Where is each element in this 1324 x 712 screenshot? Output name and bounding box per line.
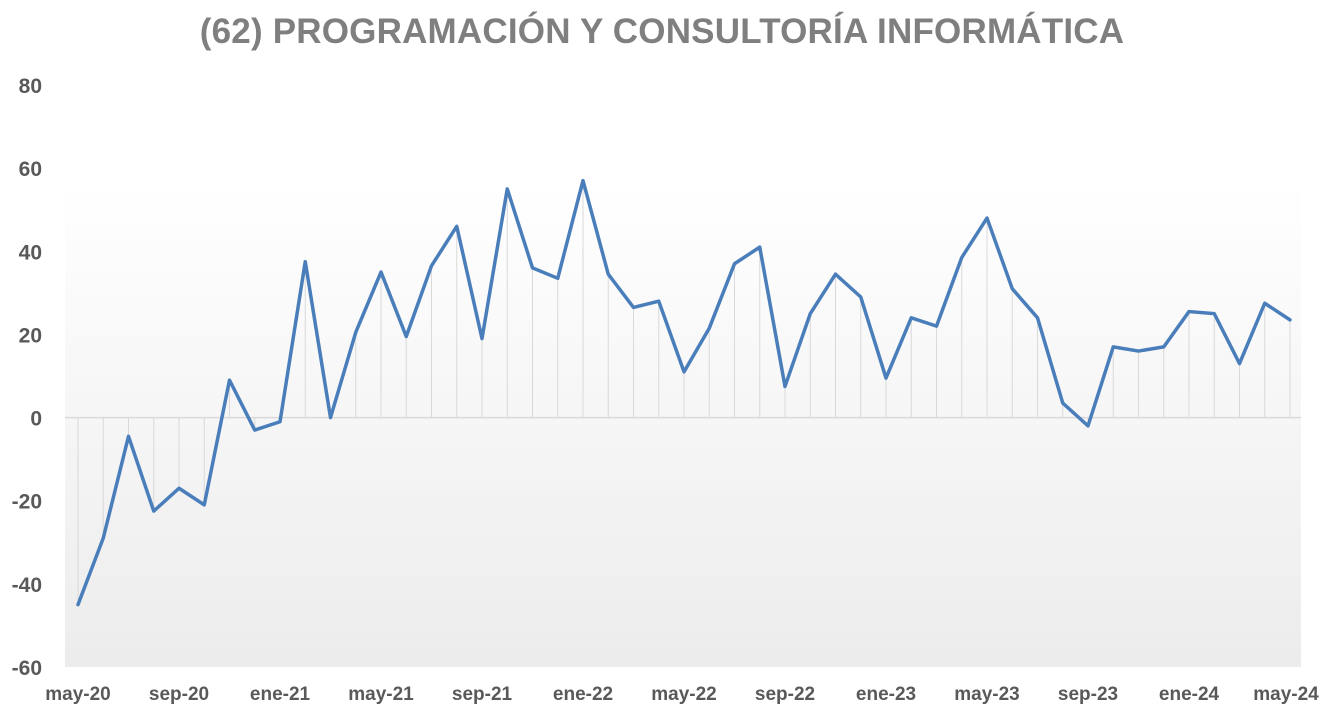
y-tick-label: 20 [19, 324, 42, 347]
x-tick-label: ene-24 [1159, 684, 1220, 705]
y-tick-label: -20 [12, 491, 42, 514]
y-tick-label: -60 [12, 657, 42, 680]
x-tick-label: sep-22 [755, 684, 815, 705]
y-axis: 80 60 40 20 0 -20 -40 -60 [12, 75, 42, 680]
x-tick-label: may-20 [45, 684, 111, 705]
x-tick-label: sep-21 [452, 684, 513, 705]
x-tick-label: may-21 [348, 684, 414, 705]
y-tick-label: -40 [12, 574, 42, 597]
chart-title: (62) PROGRAMACIÓN Y CONSULTORÍA INFORMÁT… [199, 12, 1125, 51]
x-tick-label: sep-23 [1058, 684, 1118, 705]
y-tick-label: 60 [19, 158, 42, 181]
x-tick-label: ene-22 [553, 684, 613, 705]
x-tick-label: may-24 [1253, 684, 1319, 705]
y-tick-label: 40 [19, 241, 42, 264]
x-tick-label: may-23 [954, 684, 1020, 705]
y-tick-label: 0 [30, 408, 42, 431]
drop-lines [77, 180, 1291, 605]
x-tick-label: sep-20 [149, 684, 209, 705]
x-axis: may-20 sep-20 ene-21 may-21 sep-21 ene-22 may-… [45, 684, 1319, 705]
series-line [76, 178, 1292, 607]
x-tick-label: ene-23 [856, 684, 916, 705]
x-tick-label: ene-21 [250, 684, 311, 705]
y-tick-label: 80 [19, 75, 42, 98]
x-tick-label: may-22 [651, 684, 717, 705]
